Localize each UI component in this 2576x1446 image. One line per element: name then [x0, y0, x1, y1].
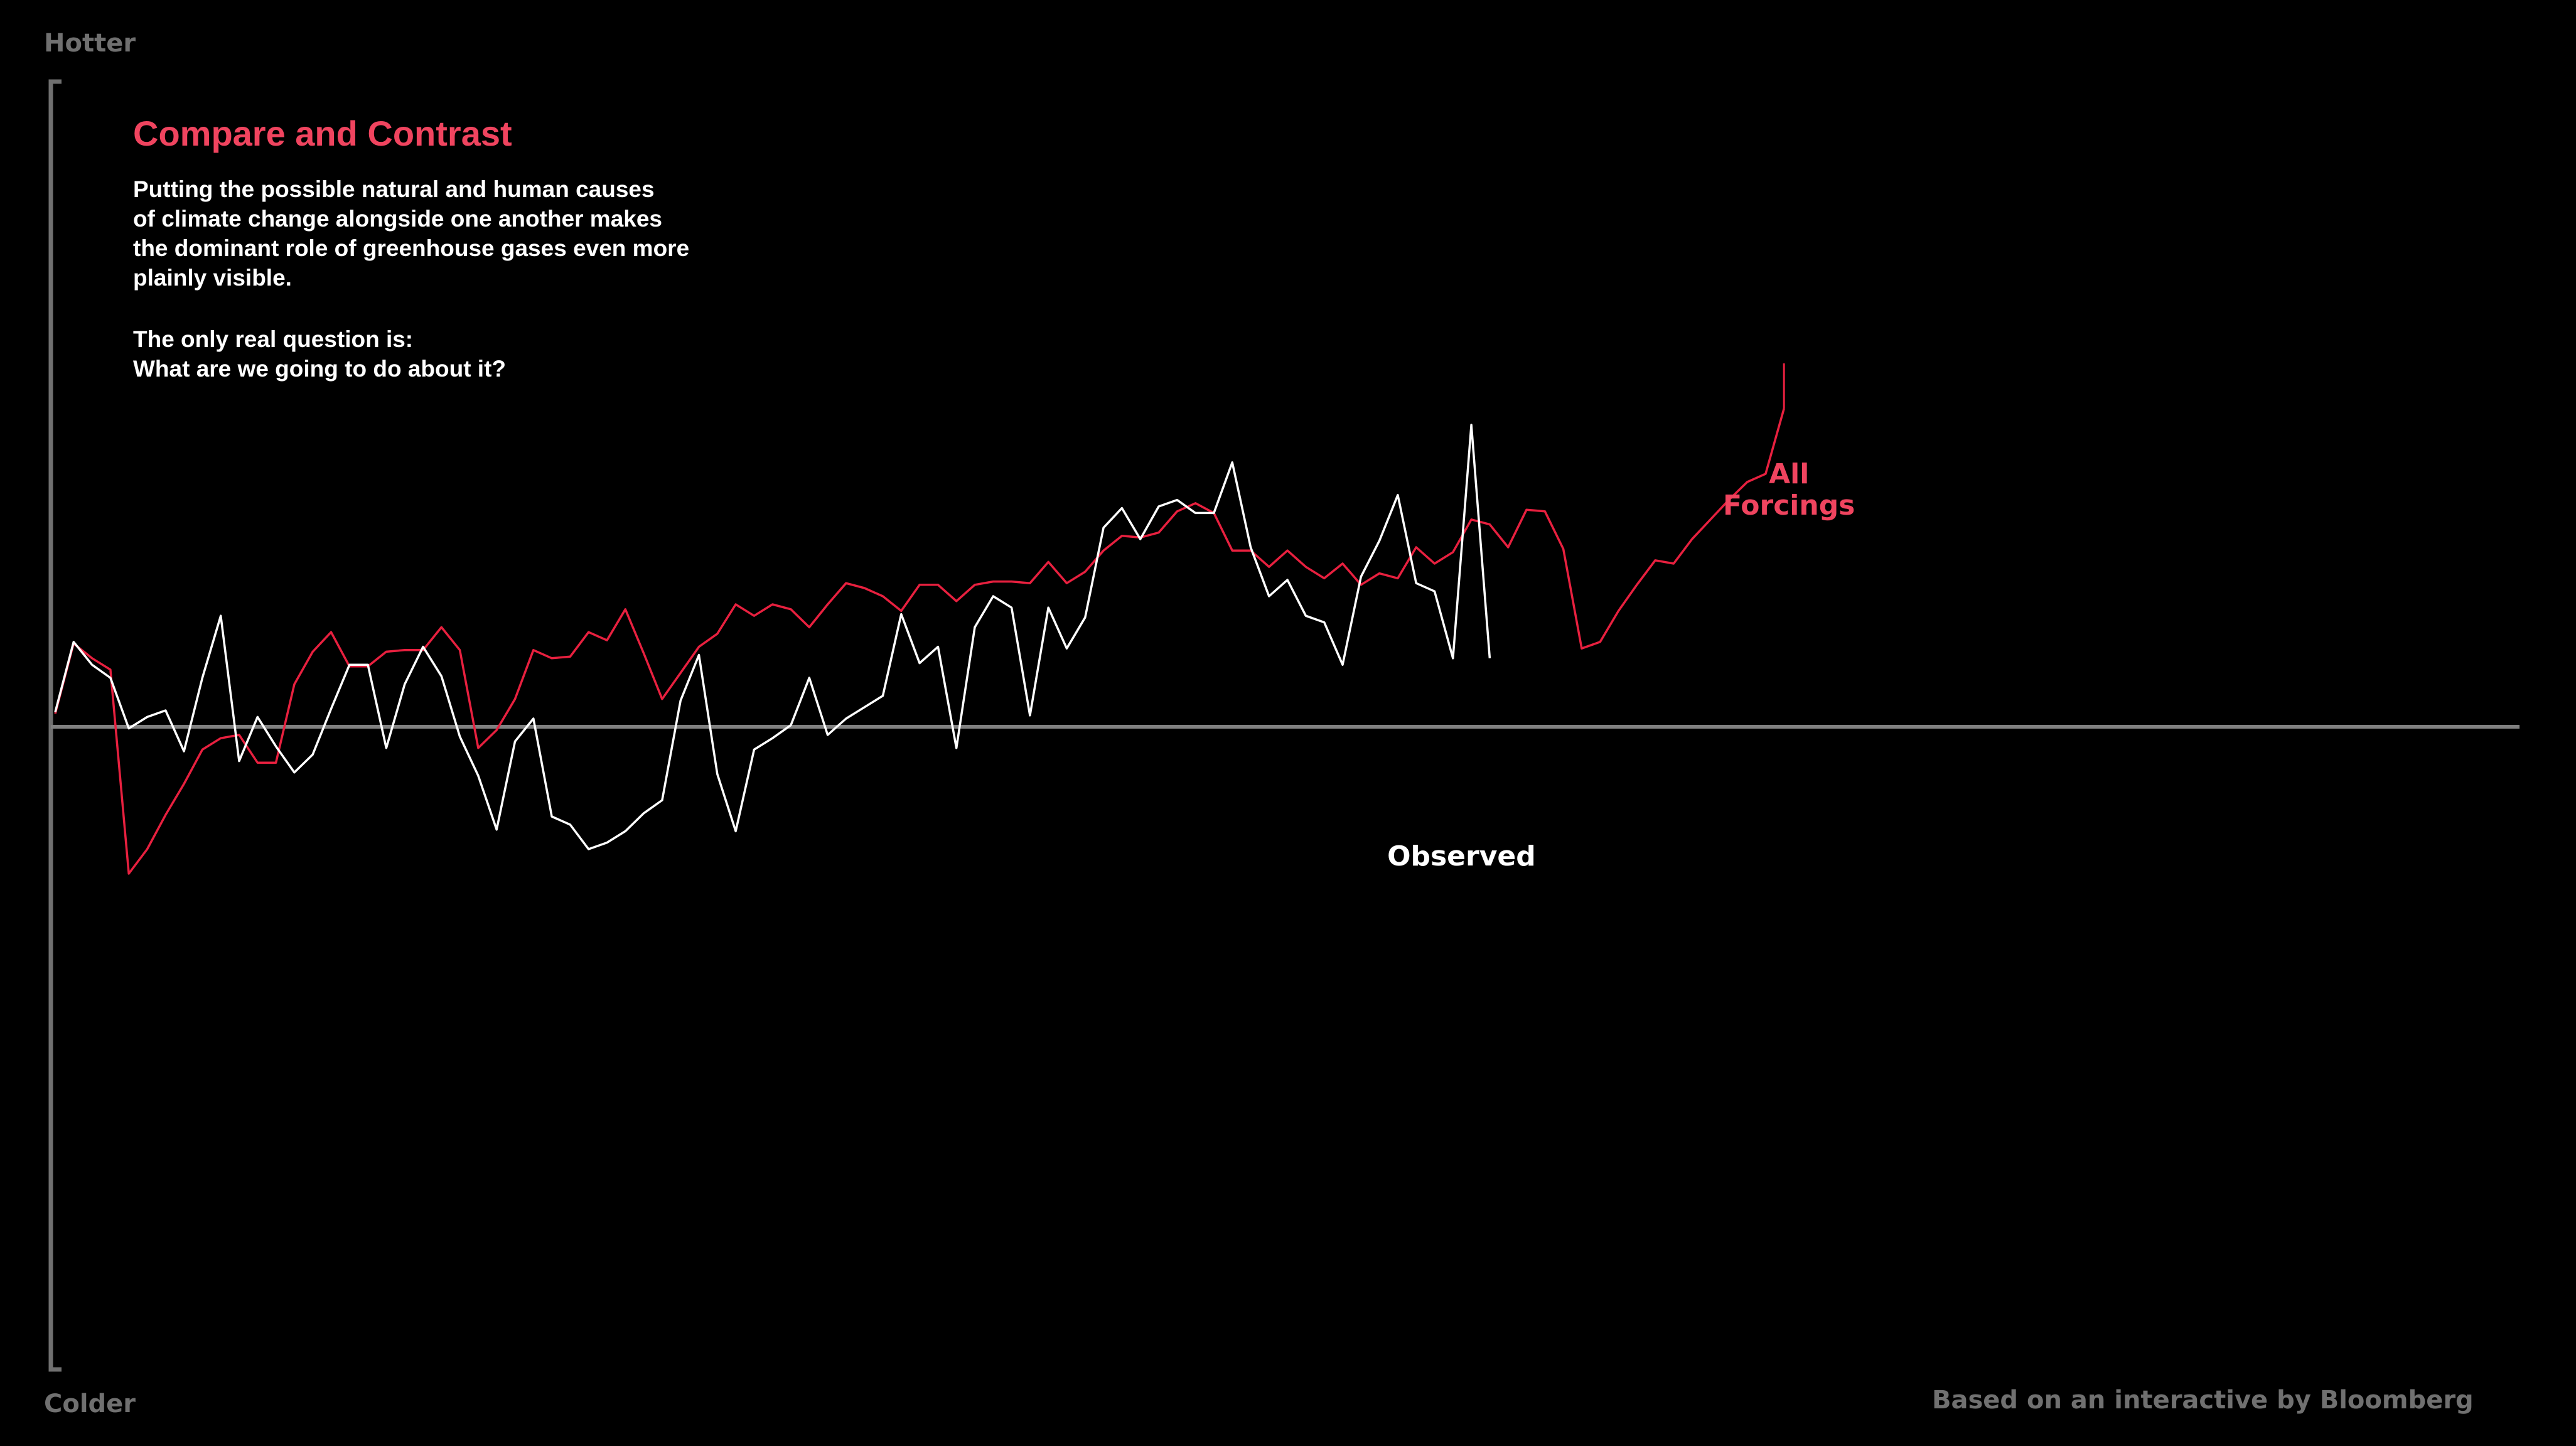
source-credit: Based on an interactive by Bloomberg	[1932, 1386, 2474, 1415]
description-line: plainly visible.	[133, 265, 292, 291]
all-forcings-series-label: All Forcings	[1723, 458, 1855, 522]
all-forcings-label-line: Forcings	[1723, 490, 1855, 522]
hotter-label: Hotter	[44, 29, 136, 58]
description-line: the dominant role of greenhouse gases ev…	[133, 235, 690, 261]
all-forcings-label-line: All	[1769, 458, 1809, 490]
question-line: What are we going to do about it?	[133, 356, 507, 382]
observed-series-label: Observed	[1387, 840, 1536, 872]
observed-label-line: Observed	[1387, 840, 1536, 872]
description-paragraph: Putting the possible natural and human c…	[133, 174, 689, 292]
description-line: Putting the possible natural and human c…	[133, 176, 655, 202]
description-line: of climate change alongside one another …	[133, 206, 663, 232]
chart-title: Compare and Contrast	[133, 114, 512, 153]
question-line: The only real question is:	[133, 326, 414, 352]
question-paragraph: The only real question is: What are we g…	[133, 324, 506, 383]
observed-series-line	[54, 424, 1491, 850]
colder-label: Colder	[44, 1390, 136, 1418]
all-forcings-series-line	[54, 408, 1785, 875]
